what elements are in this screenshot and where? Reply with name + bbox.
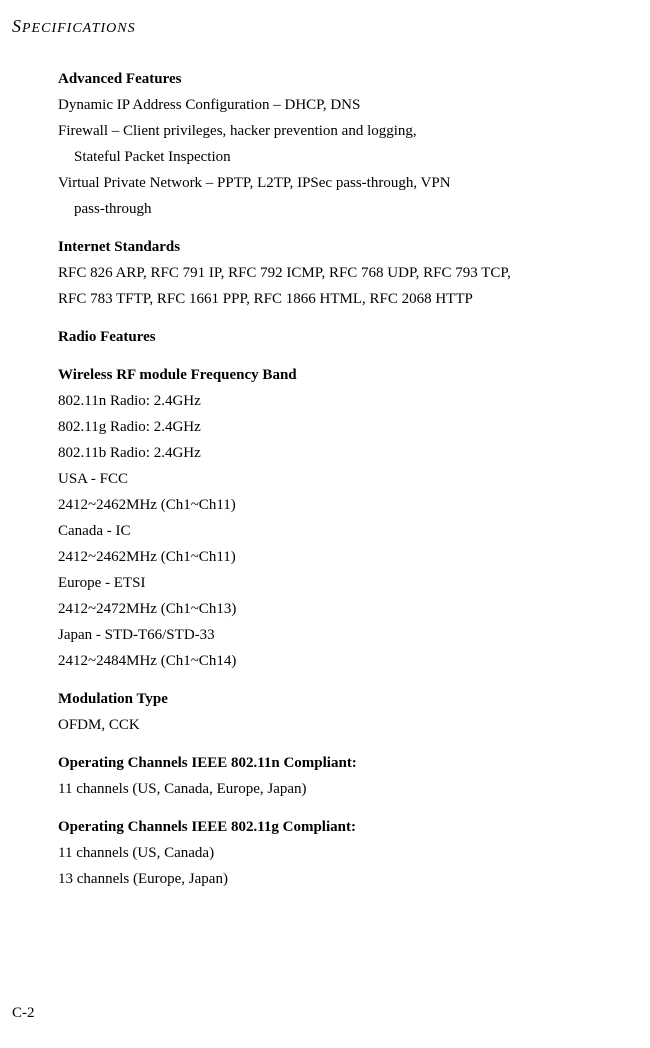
text-line: OFDM, CCK (58, 713, 638, 737)
content-body: Advanced Features Dynamic IP Address Con… (0, 37, 650, 891)
header-rest: PECIFICATIONS (22, 21, 136, 36)
heading-channels-n: Operating Channels IEEE 802.11n Complian… (58, 751, 638, 775)
text-line: 11 channels (US, Canada, Europe, Japan) (58, 777, 638, 801)
heading-channels-g: Operating Channels IEEE 802.11g Complian… (58, 815, 638, 839)
header-first-letter: S (12, 16, 22, 36)
text-line: Canada - IC (58, 519, 638, 543)
text-line: 2412~2472MHz (Ch1~Ch13) (58, 597, 638, 621)
heading-freq-band: Wireless RF module Frequency Band (58, 363, 638, 387)
text-line: Japan - STD-T66/STD-33 (58, 623, 638, 647)
heading-radio-features: Radio Features (58, 325, 638, 349)
page-header: SPECIFICATIONS (0, 0, 650, 37)
text-line: RFC 783 TFTP, RFC 1661 PPP, RFC 1866 HTM… (58, 287, 638, 311)
text-line: Virtual Private Network – PPTP, L2TP, IP… (58, 171, 638, 195)
heading-internet-standards: Internet Standards (58, 235, 638, 259)
text-line: pass-through (58, 197, 638, 221)
text-line: Stateful Packet Inspection (58, 145, 638, 169)
text-line: Dynamic IP Address Configuration – DHCP,… (58, 93, 638, 117)
text-line: 802.11b Radio: 2.4GHz (58, 441, 638, 465)
text-line: Firewall – Client privileges, hacker pre… (58, 119, 638, 143)
heading-advanced-features: Advanced Features (58, 67, 638, 91)
text-line: 11 channels (US, Canada) (58, 841, 638, 865)
text-line: Europe - ETSI (58, 571, 638, 595)
text-line: 2412~2462MHz (Ch1~Ch11) (58, 493, 638, 517)
text-line: 2412~2462MHz (Ch1~Ch11) (58, 545, 638, 569)
text-line: 802.11n Radio: 2.4GHz (58, 389, 638, 413)
heading-modulation: Modulation Type (58, 687, 638, 711)
text-line: 2412~2484MHz (Ch1~Ch14) (58, 649, 638, 673)
text-line: RFC 826 ARP, RFC 791 IP, RFC 792 ICMP, R… (58, 261, 638, 285)
page-number: C-2 (12, 1005, 35, 1022)
text-line: 13 channels (Europe, Japan) (58, 867, 638, 891)
text-line: 802.11g Radio: 2.4GHz (58, 415, 638, 439)
text-line: USA - FCC (58, 467, 638, 491)
